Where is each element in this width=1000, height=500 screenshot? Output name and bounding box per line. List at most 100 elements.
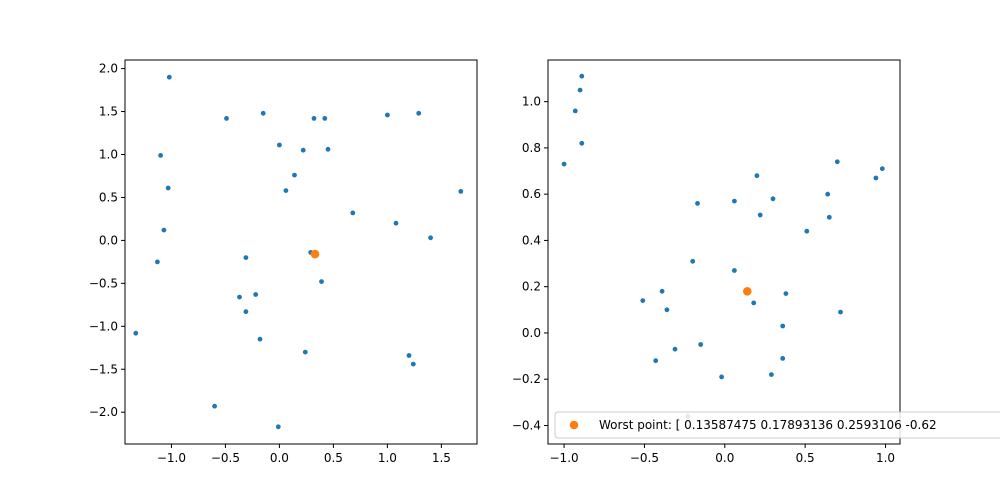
data-point-0 [166, 74, 172, 80]
data-point-6 [416, 110, 422, 116]
right-scatter-plot: −1.0 −0.5 0.0 0.5 1.0 1.0 0.8 0.6 0.4 0.2 0.0 −0.2 −… [512, 59, 1000, 465]
data-point-15 [350, 210, 356, 216]
y-tick-label: 0.8 [522, 141, 541, 155]
data-point-26 [133, 330, 139, 336]
data-point-7 [158, 153, 164, 158]
data-point-9 [300, 147, 306, 153]
data-point-1 [577, 87, 583, 93]
x-tick-label: 1.0 [876, 451, 895, 465]
x-tick-label: −0.5 [211, 451, 240, 465]
data-point-8 [277, 142, 282, 148]
y-tick-label: 1.0 [522, 95, 541, 109]
x-tick-label: −0.5 [630, 451, 659, 465]
data-point-14 [826, 214, 832, 220]
worst-point-0 [310, 249, 320, 259]
data-point-10 [325, 146, 331, 152]
data-point-25 [243, 309, 249, 315]
data-point-18 [659, 288, 665, 294]
data-point-28 [653, 358, 659, 364]
x-tick-label: 1.0 [378, 451, 397, 465]
data-point-5 [385, 112, 390, 118]
data-point-31 [212, 403, 218, 409]
y-tick-label: −0.4 [512, 418, 541, 432]
left-scatter-plot: −1.0 −0.5 0.0 0.5 1.0 1.5 2.0 1.5 1.0 0.5 0.0 −0.5 −… [89, 59, 478, 465]
data-point-4 [561, 161, 567, 167]
data-point-22 [664, 307, 670, 313]
data-point-8 [873, 175, 879, 181]
legend-marker [569, 420, 579, 430]
data-point-13 [757, 212, 763, 218]
y-tick-label: −1.0 [89, 319, 118, 333]
x-tick-label: 0.5 [324, 451, 343, 465]
data-point-17 [161, 227, 167, 233]
data-point-14 [458, 189, 464, 194]
data-point-30 [719, 374, 724, 380]
y-tick-label: 0.2 [522, 280, 541, 294]
data-point-28 [302, 349, 308, 355]
data-point-26 [672, 346, 678, 352]
data-point-24 [780, 323, 786, 329]
data-point-2 [260, 110, 266, 116]
y-tick-label: 0.0 [522, 326, 541, 340]
data-point-15 [804, 228, 810, 234]
y-tick-label: −0.2 [512, 372, 541, 386]
axes-frame [124, 59, 478, 445]
data-point-27 [780, 356, 786, 361]
data-point-10 [770, 196, 776, 202]
data-point-23 [237, 294, 242, 300]
data-point-6 [879, 166, 885, 172]
data-point-24 [253, 292, 259, 297]
data-point-29 [406, 353, 412, 358]
y-tick-label: 0.4 [522, 233, 541, 247]
y-tick-label: 1.0 [99, 147, 118, 161]
y-tick-label: 2.0 [99, 62, 118, 76]
data-point-30 [410, 361, 416, 367]
y-tick-label: 0.6 [522, 187, 541, 201]
data-point-1 [224, 116, 229, 121]
y-tick-label: 1.5 [99, 105, 118, 119]
data-point-0 [579, 73, 585, 79]
data-point-3 [579, 140, 585, 146]
data-point-17 [732, 268, 737, 273]
data-point-2 [572, 108, 578, 114]
data-point-9 [825, 191, 831, 197]
x-tick-label: 0.0 [715, 451, 734, 465]
data-point-25 [698, 342, 704, 347]
data-point-3 [311, 116, 317, 121]
y-tick-label: −1.5 [89, 362, 118, 376]
data-point-27 [257, 336, 263, 342]
legend-label: Worst point: [ 0.13587475 0.17893136 0.2… [599, 418, 937, 432]
data-point-4 [322, 116, 328, 121]
data-point-12 [695, 201, 700, 206]
data-point-20 [243, 255, 249, 260]
y-tick-label: 0.0 [99, 233, 118, 247]
x-tick-label: 1.5 [432, 451, 451, 465]
x-tick-label: 0.0 [270, 451, 289, 465]
data-point-29 [769, 372, 774, 377]
data-point-16 [690, 258, 696, 264]
data-point-19 [783, 291, 789, 296]
data-point-19 [155, 259, 160, 265]
x-tick-label: −1.0 [157, 451, 186, 465]
data-point-11 [165, 185, 171, 191]
y-tick-label: −0.5 [89, 276, 118, 290]
x-tick-label: −1.0 [550, 451, 579, 465]
data-point-23 [838, 309, 843, 315]
y-tick-label: 0.5 [99, 190, 118, 204]
data-point-20 [640, 298, 646, 303]
data-point-11 [732, 198, 737, 204]
axes-frame [547, 59, 901, 445]
data-point-21 [751, 300, 757, 306]
data-point-13 [283, 188, 289, 194]
data-point-5 [834, 159, 840, 165]
data-point-16 [393, 220, 399, 226]
y-tick-label: −2.0 [89, 405, 118, 419]
x-tick-label: 0.5 [796, 451, 815, 465]
worst-point-0 [743, 287, 752, 296]
data-point-7 [754, 173, 760, 179]
data-point-32 [275, 424, 281, 430]
data-point-12 [292, 172, 297, 178]
data-point-22 [319, 279, 324, 284]
data-point-18 [428, 235, 433, 241]
